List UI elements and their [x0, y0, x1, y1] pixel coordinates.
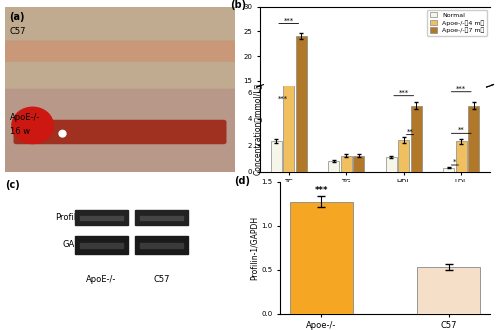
Text: C57: C57: [153, 275, 170, 284]
Bar: [417, 267, 480, 314]
Bar: [328, 161, 339, 172]
Text: **: **: [458, 127, 464, 133]
Ellipse shape: [12, 107, 53, 144]
Text: ApoE-/-: ApoE-/-: [10, 113, 40, 122]
Text: Concentration（mmol/L）: Concentration（mmol/L）: [253, 82, 262, 175]
Bar: [456, 144, 467, 155]
Bar: [75, 210, 128, 225]
Text: Profilin-1: Profilin-1: [55, 213, 92, 222]
Bar: [290, 202, 353, 314]
Text: (d): (d): [234, 176, 250, 186]
Text: ***: ***: [284, 17, 294, 23]
Text: C57: C57: [10, 27, 26, 36]
Bar: [411, 130, 422, 155]
Bar: [140, 216, 184, 220]
Bar: [80, 243, 124, 248]
Bar: [340, 149, 352, 155]
Text: ***: ***: [314, 186, 328, 195]
Bar: [140, 243, 184, 248]
Bar: [135, 236, 188, 254]
Bar: [386, 150, 396, 155]
Text: ApoE-/-: ApoE-/-: [86, 275, 117, 284]
Bar: [75, 236, 128, 254]
Text: (c): (c): [5, 180, 20, 190]
Text: 16 w: 16 w: [10, 127, 29, 137]
Text: ***: ***: [456, 85, 466, 91]
Bar: [468, 130, 479, 155]
FancyBboxPatch shape: [2, 41, 238, 61]
Bar: [296, 0, 307, 172]
Legend: Normal, Apoe-/-（4 m）, Apoe-/-（7 m）: Normal, Apoe-/-（4 m）, Apoe-/-（7 m）: [427, 10, 487, 36]
Bar: [340, 156, 352, 172]
Text: GAPDH: GAPDH: [62, 241, 92, 249]
Bar: [283, 46, 294, 172]
Bar: [5, 7, 235, 89]
Bar: [443, 168, 454, 172]
Text: ***: ***: [278, 96, 287, 102]
Bar: [468, 106, 479, 172]
Text: **: **: [406, 128, 414, 134]
Bar: [328, 151, 339, 155]
Text: ***: ***: [398, 89, 409, 95]
Bar: [270, 144, 281, 155]
Bar: [443, 153, 454, 155]
Bar: [456, 141, 467, 172]
Bar: [398, 143, 409, 155]
FancyBboxPatch shape: [14, 120, 226, 144]
Text: (a): (a): [10, 12, 25, 21]
Bar: [386, 157, 396, 172]
Bar: [283, 108, 294, 155]
Bar: [354, 156, 364, 172]
Bar: [411, 106, 422, 172]
Bar: [5, 89, 235, 172]
Bar: [354, 149, 364, 155]
Y-axis label: Profilin-1/GAPDH: Profilin-1/GAPDH: [250, 215, 258, 280]
Bar: [80, 216, 124, 220]
Text: *: *: [453, 159, 456, 165]
Text: (b): (b): [230, 0, 246, 10]
Ellipse shape: [59, 130, 66, 137]
Bar: [296, 36, 307, 155]
Bar: [398, 140, 409, 172]
Bar: [270, 141, 281, 172]
Bar: [135, 210, 188, 225]
